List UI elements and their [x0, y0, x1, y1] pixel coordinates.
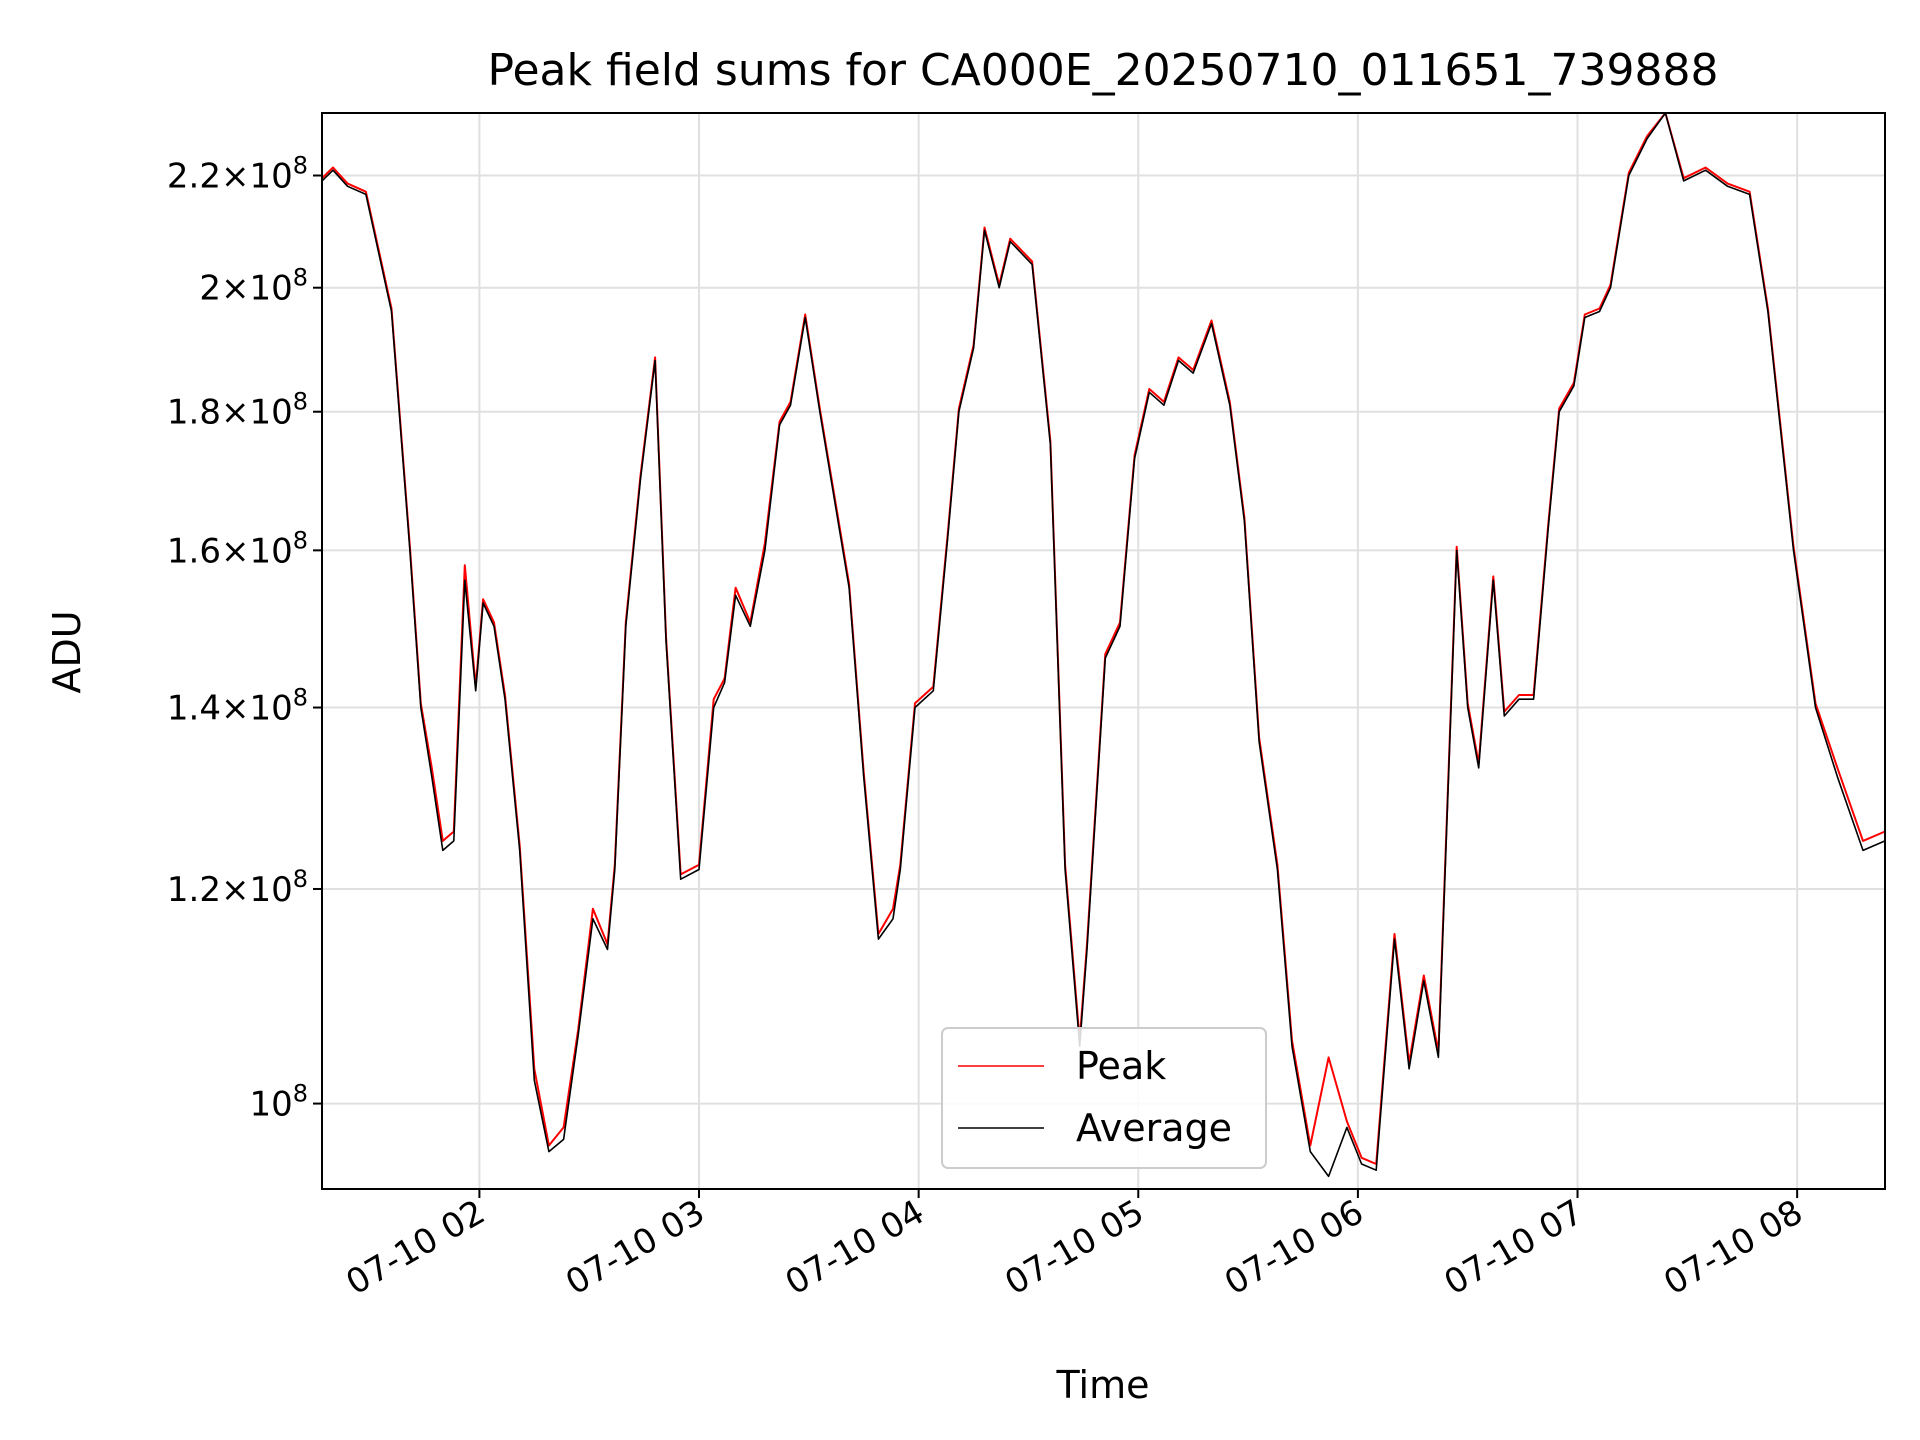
series-layer — [321, 112, 1886, 1178]
legend-label-peak: Peak — [1076, 1044, 1166, 1088]
grid-lines — [322, 113, 1885, 1189]
y-tick-label: 1.2×108 — [167, 865, 308, 910]
y-tick-label: 1.4×108 — [167, 684, 308, 729]
y-axis-ticks: 108 1.2×108 1.4×108 1.6×108 1.8×108 2×108 2.2×… — [167, 152, 322, 1125]
series-line-average — [321, 112, 1886, 1178]
plot-frame — [321, 112, 1886, 1190]
y-axis-label: ADU — [45, 610, 89, 693]
y-tick-label: 2.2×108 — [167, 152, 308, 197]
y-tick-label: 1.8×108 — [167, 388, 308, 433]
y-tick-label: 108 — [249, 1080, 308, 1125]
legend-box — [941, 1027, 1267, 1169]
legend: Peak Average — [941, 1027, 1267, 1169]
x-axis-label: Time — [1056, 1363, 1150, 1407]
legend-label-average: Average — [1076, 1106, 1232, 1150]
chart-title: Peak field sums for CA000E_20250710_0116… — [488, 45, 1719, 96]
y-tick-label: 1.6×108 — [167, 526, 308, 571]
y-tick-label: 2×108 — [199, 264, 308, 309]
